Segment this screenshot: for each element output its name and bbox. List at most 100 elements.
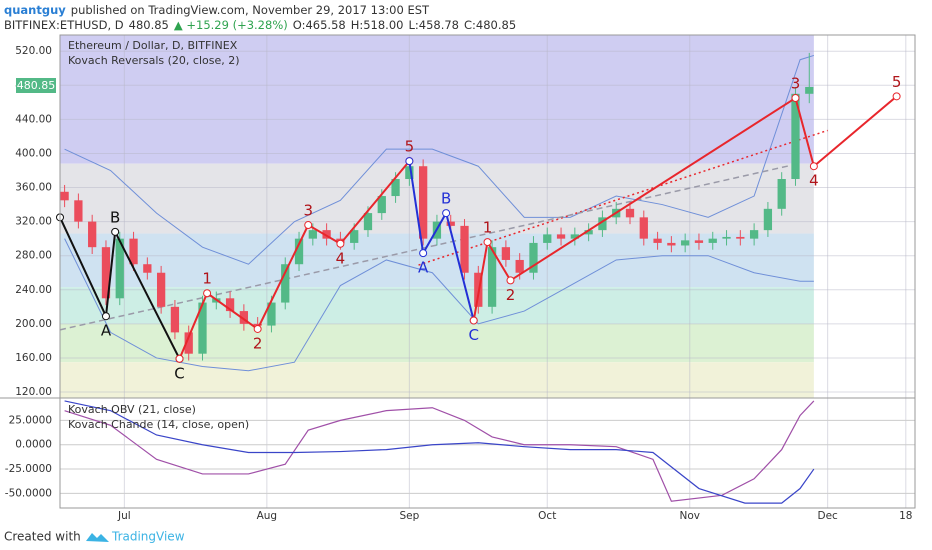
wave-point xyxy=(442,209,451,218)
candle-body xyxy=(763,208,773,231)
candle-body xyxy=(405,166,414,180)
candle-body xyxy=(60,191,69,201)
candle-body xyxy=(129,238,138,265)
zone xyxy=(60,287,814,324)
price: 480.85 xyxy=(129,18,169,32)
wave-point xyxy=(809,162,818,171)
zone xyxy=(60,362,814,398)
x-tick-label: Jul xyxy=(117,510,131,522)
candle-body xyxy=(460,225,469,273)
wave-label: B xyxy=(441,190,451,208)
close: C:480.85 xyxy=(464,18,516,32)
wave-label: A xyxy=(101,322,112,340)
header-line-1: quantguy published on TradingView.com, No… xyxy=(4,3,430,17)
wave-point xyxy=(304,221,313,230)
wave-label: A xyxy=(418,259,429,277)
wave-point xyxy=(253,324,262,333)
wave-point xyxy=(336,239,345,248)
wave-label: 3 xyxy=(791,75,801,93)
y-tick-label: 360.00 xyxy=(15,182,52,194)
wave-point xyxy=(506,276,515,285)
candle-body xyxy=(501,247,511,260)
wave-point xyxy=(419,249,428,258)
legend-obv: Kovach OBV (21, close) xyxy=(68,403,196,416)
symbol: BITFINEX:ETHUSD, D xyxy=(4,18,124,32)
candle-body xyxy=(681,240,690,246)
candle-body xyxy=(294,238,304,265)
lower-y-tick-label: 25.0000 xyxy=(9,414,52,426)
candle-body xyxy=(556,234,566,239)
candle-body xyxy=(543,234,552,243)
candle-body xyxy=(667,242,676,246)
wave-label: 3 xyxy=(303,202,313,220)
candle-body xyxy=(74,200,83,222)
wave-label: 5 xyxy=(405,138,415,156)
open: O:465.58 xyxy=(293,18,346,32)
wave-point xyxy=(483,238,492,247)
x-tick-label: Dec xyxy=(817,510,838,522)
wave-line xyxy=(178,160,411,360)
wave-point xyxy=(101,312,110,321)
wave-point xyxy=(111,227,120,236)
low: L:458.78 xyxy=(408,18,459,32)
wave-label: 5 xyxy=(892,73,902,91)
candle-body xyxy=(377,196,386,214)
candle-body xyxy=(736,236,745,239)
indicator-line xyxy=(64,400,815,504)
panel-border xyxy=(59,34,916,509)
y-tick-label: 160.00 xyxy=(15,352,52,364)
wave-line xyxy=(408,160,475,321)
wave-label: C xyxy=(174,364,184,382)
candle-body xyxy=(653,238,662,243)
x-tick-label: 18 xyxy=(899,510,912,522)
candle-body xyxy=(267,302,276,326)
candle-body xyxy=(694,240,704,243)
candle-body xyxy=(115,238,124,299)
wave-point xyxy=(892,92,901,101)
legend-indicator: Kovach Reversals (20, close, 2) xyxy=(68,54,240,67)
wave-label: B xyxy=(110,208,120,226)
high: H:518.00 xyxy=(351,18,404,32)
wave-label: 4 xyxy=(809,172,819,190)
footer-brand: TradingView xyxy=(111,530,185,544)
wave-label: 1 xyxy=(202,270,212,288)
candle-body xyxy=(805,86,814,94)
candle-body xyxy=(363,213,373,231)
footer-created: Created with xyxy=(4,530,81,544)
candle-body xyxy=(281,264,290,303)
candle-body xyxy=(625,208,635,218)
wave-point xyxy=(791,94,800,103)
y-tick-label: 440.00 xyxy=(15,113,52,125)
candle-body xyxy=(487,247,497,307)
plot: 120.00 160.00 200.00 240.00 280.00 320.00 360.… xyxy=(5,35,915,522)
lower-y-tick-label: 0.0000 xyxy=(15,439,52,451)
candle-body xyxy=(88,221,97,248)
y-tick-label: 240.00 xyxy=(15,284,52,296)
candle-body xyxy=(239,311,249,324)
candle-body xyxy=(419,166,428,239)
candle-body xyxy=(391,179,400,197)
candle-body xyxy=(722,236,731,239)
wave-label: 2 xyxy=(506,286,516,304)
y-tick-label: 400.00 xyxy=(15,147,52,159)
wave-point xyxy=(405,157,414,166)
candle-body xyxy=(584,230,593,235)
candle-body xyxy=(350,230,359,243)
candle-body xyxy=(570,234,579,239)
legend-main: Ethereum / Dollar, D, BITFINEX xyxy=(68,39,238,52)
candle-body xyxy=(791,93,800,180)
band-upper xyxy=(64,54,815,265)
band-lower xyxy=(64,238,814,372)
candle-body xyxy=(198,302,207,354)
candle-body xyxy=(529,242,538,273)
candle-body xyxy=(777,179,786,209)
wave-point xyxy=(175,354,184,363)
candle-body xyxy=(515,259,524,273)
candle-body xyxy=(322,230,331,239)
wave-point xyxy=(469,316,478,325)
legend-chande: Kovach Chande (14, close, open) xyxy=(68,418,249,431)
wave-label: 2 xyxy=(253,334,263,352)
wave-line xyxy=(472,95,898,321)
candle-body xyxy=(749,230,759,239)
